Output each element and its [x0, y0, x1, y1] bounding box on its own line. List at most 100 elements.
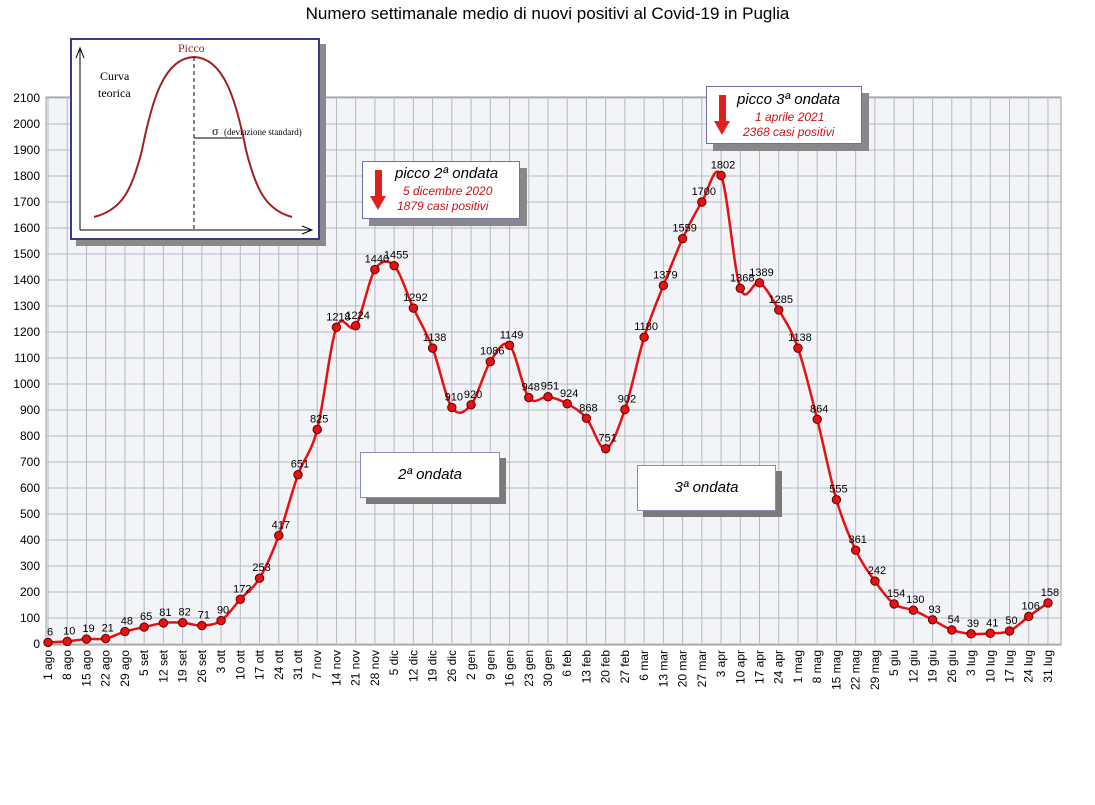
y-tick-label: 1300	[13, 299, 40, 313]
y-tick-label: 300	[20, 559, 40, 573]
data-point	[562, 399, 572, 409]
x-tick-label: 24 lug	[1022, 650, 1036, 683]
data-label: 1086	[480, 346, 504, 358]
y-tick-label: 1100	[14, 351, 40, 365]
y-tick-label: 200	[20, 585, 40, 599]
data-point	[408, 303, 419, 313]
data-point	[139, 622, 149, 632]
data-point	[600, 444, 611, 454]
y-tick-label: 600	[20, 481, 40, 495]
data-point	[100, 633, 111, 644]
x-tick-label: 19 set	[176, 649, 190, 682]
data-point	[581, 413, 592, 424]
annotation-peak-2-date: 5 dicembre 2020	[403, 184, 493, 198]
y-tick-label: 400	[20, 533, 40, 547]
data-point	[831, 495, 842, 505]
x-tick-label: 27 feb	[618, 650, 632, 684]
data-label: 93	[928, 604, 940, 616]
data-label: 1455	[384, 250, 408, 262]
data-label: 1368	[730, 272, 754, 284]
x-tick-label: 12 set	[156, 649, 170, 682]
annotation-peak-3-title: picco 3ª ondata	[737, 91, 841, 108]
data-points	[43, 170, 1053, 648]
x-tick-label: 7 nov	[310, 650, 324, 679]
data-label: 48	[121, 616, 133, 628]
data-label: 1379	[653, 269, 677, 281]
data-label: 910	[445, 391, 463, 403]
data-label: 41	[986, 617, 998, 629]
x-axis: 1 ago 8 ago 15 ago 22 ago 29 ago 5 set 12 set 1…	[41, 649, 1055, 690]
data-point	[716, 170, 726, 181]
annotation-peak-3-cases: 2368 casi positivi	[743, 125, 835, 139]
data-point	[447, 402, 457, 413]
data-label: 361	[848, 534, 866, 546]
data-point	[620, 404, 630, 415]
x-tick-label: 26 giu	[945, 650, 959, 683]
y-tick-label: 500	[20, 507, 40, 521]
x-tick-label: 30 gen	[541, 650, 555, 687]
data-point	[1004, 626, 1015, 636]
y-tick-label: 700	[20, 455, 40, 469]
x-tick-label: 28 nov	[368, 650, 382, 686]
x-tick-label: 10 lug	[983, 650, 997, 683]
data-label: 10	[63, 625, 75, 637]
x-tick-label: 14 nov	[329, 650, 343, 686]
x-tick-label: 12 giu	[906, 650, 920, 683]
down-arrow-icon	[375, 170, 382, 196]
data-point	[697, 197, 707, 207]
data-point	[850, 545, 861, 555]
data-label: 825	[310, 414, 328, 426]
x-tick-label: 31 lug	[1041, 650, 1055, 683]
x-tick-label: 17 lug	[1003, 650, 1017, 683]
y-tick-label: 1400	[13, 273, 40, 287]
y-tick-label: 0	[33, 637, 40, 651]
data-label: 751	[598, 433, 616, 445]
x-tick-label: 8 mag	[810, 650, 824, 683]
x-tick-label: 12 dic	[406, 650, 420, 682]
data-label: 651	[291, 459, 309, 471]
x-tick-label: 5 set	[137, 649, 151, 676]
data-label: 1440	[365, 254, 389, 266]
annotation-peak-3: picco 3ª ondata 1 aprile 2021 2368 casi …	[706, 86, 862, 144]
x-tick-label: 3 apr	[714, 650, 728, 677]
data-label: 1285	[768, 294, 792, 306]
x-tick-label: 17 ott	[253, 649, 267, 680]
data-label: 1292	[403, 292, 427, 304]
data-label: 154	[887, 588, 905, 600]
inset-sigma-symbol: σ	[212, 124, 219, 138]
x-tick-label: 23 gen	[522, 650, 536, 687]
inset-curve-label-2: teorica	[98, 86, 131, 100]
data-label: 50	[1005, 615, 1017, 627]
data-label: 1700	[692, 186, 716, 198]
data-point	[158, 618, 169, 628]
data-point	[1024, 611, 1034, 622]
data-point	[389, 261, 399, 271]
data-point	[793, 343, 803, 353]
data-point	[927, 615, 938, 625]
x-tick-label: 24 apr	[772, 650, 786, 684]
annotation-peak-2-cases: 1879 casi positivi	[397, 199, 489, 213]
data-label: 864	[810, 403, 828, 415]
data-label: 1389	[749, 267, 773, 279]
x-tick-label: 10 ott	[233, 649, 247, 680]
data-point	[908, 605, 919, 615]
data-label: 54	[948, 614, 960, 626]
x-tick-label: 5 dic	[387, 650, 401, 675]
data-point	[120, 626, 130, 637]
data-point	[543, 392, 553, 402]
x-tick-label: 5 giu	[887, 650, 901, 676]
data-point	[947, 625, 957, 635]
data-label: 1802	[711, 159, 735, 171]
data-point	[177, 617, 188, 628]
data-point	[985, 628, 995, 639]
x-tick-label: 6 feb	[560, 650, 574, 677]
data-label: 81	[159, 607, 171, 619]
data-label: 1149	[500, 329, 524, 341]
data-label: 948	[522, 382, 540, 394]
down-arrow-head	[714, 121, 730, 135]
data-point	[870, 576, 880, 586]
x-tick-label: 15 mag	[829, 650, 843, 690]
y-tick-label: 800	[20, 429, 40, 443]
data-point	[1043, 598, 1053, 608]
x-tick-label: 31 ott	[291, 649, 305, 680]
